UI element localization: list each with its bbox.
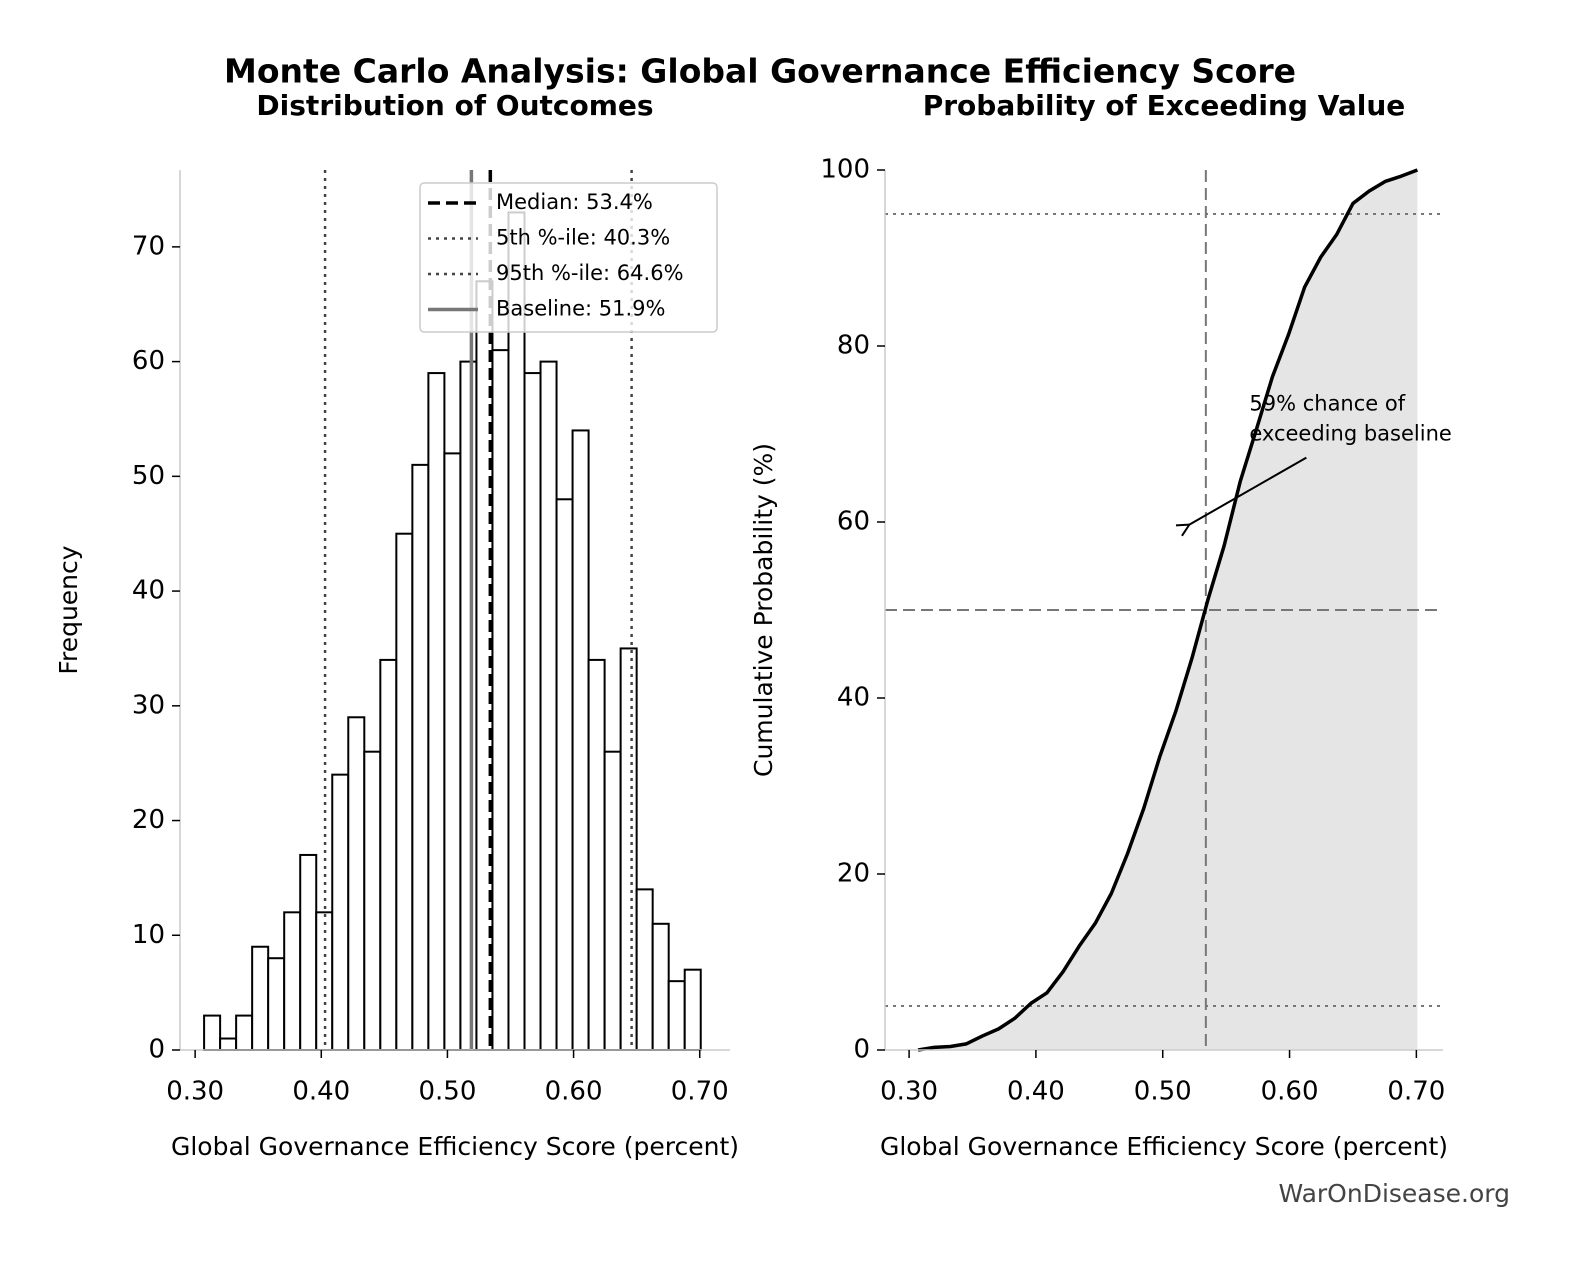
histogram-bar: [443, 452, 462, 1051]
annotation-arrow: [1189, 456, 1307, 525]
y-tick-label: 60: [132, 346, 165, 376]
histogram-bar: [459, 360, 478, 1051]
figure-title: Monte Carlo Analysis: Global Governance …: [224, 52, 1296, 91]
x-tick-label: 0.70: [1387, 1077, 1445, 1107]
x-tick-label: 0.40: [292, 1077, 350, 1107]
legend-box: [419, 182, 718, 333]
annotation-text: exceeding baseline: [1249, 422, 1451, 446]
y-tick-label: 60: [837, 507, 870, 537]
histogram-bar: [379, 658, 398, 1052]
x-tick-label: 0.50: [1134, 1077, 1192, 1107]
y-tick-label: 80: [837, 331, 870, 361]
cdf-line: [917, 168, 1419, 1052]
x-tick-label: 0.30: [166, 1077, 224, 1107]
histogram-bar: [619, 647, 638, 1052]
watermark: WarOnDisease.org: [1278, 1179, 1510, 1208]
histogram-bar: [651, 922, 670, 1051]
y-axis-label: Cumulative Probability (%): [749, 443, 778, 777]
histogram-bar: [267, 957, 286, 1051]
legend-label: 95th %-ile: 64.6%: [496, 261, 684, 285]
histogram-bar: [203, 1014, 222, 1052]
y-tick-label: 40: [837, 683, 870, 713]
subplot-title: Distribution of Outcomes: [256, 89, 653, 122]
cdf-area: [918, 170, 1418, 1050]
histogram-bar: [283, 911, 302, 1052]
y-tick-label: 40: [132, 576, 165, 606]
histogram-bar: [395, 532, 414, 1051]
histogram-bar: [507, 211, 526, 1051]
histogram-bar: [427, 372, 446, 1052]
histogram-bar: [555, 498, 574, 1052]
y-axis-label: Frequency: [54, 545, 83, 674]
legend-label: Median: 53.4%: [496, 190, 653, 214]
histogram-bar: [235, 1014, 254, 1052]
histogram-bar: [667, 980, 686, 1051]
y-tick-label: 100: [820, 155, 870, 185]
histogram-bar: [683, 968, 702, 1051]
y-tick-label: 0: [853, 1035, 870, 1065]
histogram-bar: [411, 463, 430, 1051]
annotation-text: 59% chance of: [1249, 392, 1405, 416]
y-tick-label: 0: [148, 1035, 165, 1065]
x-tick-label: 0.30: [880, 1077, 938, 1107]
histogram-bar: [635, 888, 654, 1052]
histogram-bar: [347, 716, 366, 1051]
x-tick-label: 0.60: [1261, 1077, 1319, 1107]
histogram-bar: [571, 429, 590, 1051]
histogram-bar: [491, 349, 510, 1051]
x-tick-label: 0.70: [671, 1077, 729, 1107]
histogram-bar: [539, 360, 558, 1051]
histogram-bar: [587, 658, 606, 1052]
histogram-bar: [299, 853, 318, 1051]
y-tick-label: 30: [132, 690, 165, 720]
x-tick-label: 0.60: [545, 1077, 603, 1107]
histogram-bar: [363, 750, 382, 1051]
histogram-bar: [219, 1037, 238, 1052]
legend-label: Baseline: 51.9%: [496, 297, 666, 321]
x-axis-label: Global Governance Efficiency Score (perc…: [880, 1132, 1448, 1161]
x-tick-label: 0.40: [1007, 1077, 1065, 1107]
y-tick-label: 20: [132, 805, 165, 835]
x-axis-label: Global Governance Efficiency Score (perc…: [171, 1132, 739, 1161]
histogram-bar: [331, 773, 350, 1052]
histogram-bar: [523, 372, 542, 1052]
y-tick-label: 70: [132, 231, 165, 261]
histogram-bar: [251, 945, 270, 1051]
legend-label: 5th %-ile: 40.3%: [496, 226, 670, 250]
y-tick-label: 20: [837, 859, 870, 889]
y-tick-label: 50: [132, 461, 165, 491]
y-tick-label: 10: [132, 920, 165, 950]
histogram-bar: [603, 750, 622, 1051]
x-tick-label: 0.50: [418, 1077, 476, 1107]
subplot-title: Probability of Exceeding Value: [923, 89, 1406, 122]
